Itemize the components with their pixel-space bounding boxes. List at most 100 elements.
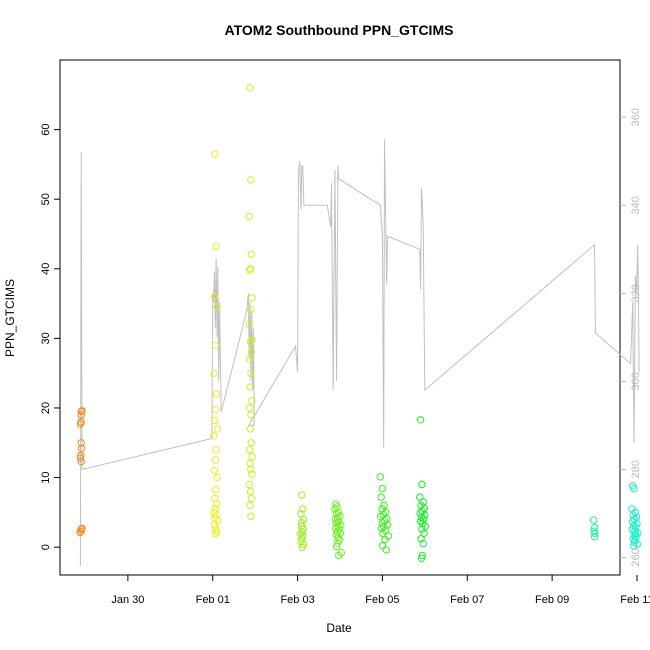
data-point: [377, 524, 386, 533]
data-point: [211, 416, 219, 425]
data-point: [246, 383, 254, 391]
data-point: [246, 84, 254, 92]
data-point: [417, 535, 425, 543]
data-point: [416, 416, 425, 424]
data-point: [77, 457, 85, 466]
data-point: [78, 524, 86, 533]
data-point: [333, 514, 342, 522]
data-point: [298, 528, 306, 536]
data-point: [76, 454, 85, 462]
data-point: [248, 294, 256, 302]
data-point: [210, 369, 218, 377]
data-point: [334, 508, 342, 517]
data-point: [416, 509, 424, 517]
data-point: [76, 420, 85, 428]
data-point: [247, 439, 256, 447]
data-point: [211, 150, 219, 158]
x-tick-label: Feb 09: [535, 594, 569, 606]
data-point: [246, 487, 255, 496]
y2-tick-label: 340: [630, 196, 642, 214]
x-tick-label: Feb 11: [620, 594, 650, 606]
data-point: [419, 540, 427, 548]
x-tick-label: Feb 01: [196, 594, 230, 606]
data-point: [210, 292, 219, 301]
data-point: [632, 530, 640, 538]
data-point: [299, 515, 308, 523]
data-point: [246, 338, 255, 346]
data-point: [245, 446, 254, 454]
plot-frame: [59, 59, 621, 576]
data-point: [296, 530, 305, 538]
data-point: [213, 528, 221, 536]
data-point: [332, 542, 341, 551]
x-tick-label: Jan 30: [111, 594, 144, 606]
y2-tick-label: 280: [630, 460, 642, 478]
chart-title: ATOM2 Southbound PPN_GTCIMS: [225, 22, 454, 38]
data-point: [246, 459, 254, 468]
data-point: [77, 444, 86, 452]
data-point: [213, 425, 222, 433]
data-point: [590, 533, 599, 541]
x-axis-label: Date: [326, 621, 352, 635]
data-point: [245, 355, 254, 363]
data-point: [382, 546, 390, 554]
data-point: [245, 320, 253, 329]
data-point: [248, 470, 256, 478]
x-tick-label: Feb 05: [365, 594, 399, 606]
data-point: [333, 503, 341, 511]
data-point: [247, 465, 255, 473]
y-tick-label: 20: [40, 402, 52, 414]
data-point: [420, 529, 428, 537]
data-point: [245, 266, 254, 274]
data-point: [212, 390, 221, 398]
y2-tick-label: 260: [630, 548, 642, 566]
y2-tick-label: 360: [630, 108, 642, 126]
data-point: [629, 521, 638, 530]
data-point: [633, 540, 642, 549]
y-tick-label: 60: [40, 123, 52, 135]
data-point: [210, 466, 219, 475]
data-point: [211, 530, 220, 538]
data-point: [378, 542, 387, 550]
data-point: [591, 529, 599, 537]
y2-tick-label: 300: [630, 372, 642, 390]
data-point: [248, 336, 256, 344]
data-point: [378, 519, 387, 527]
data-point: [378, 485, 387, 493]
data-point: [78, 407, 86, 415]
data-point: [334, 522, 342, 530]
data-point: [212, 500, 221, 508]
data-point: [333, 539, 342, 547]
data-point: [209, 432, 218, 440]
data-point: [376, 473, 384, 481]
data-point: [299, 505, 307, 513]
y-axis-label: PPN_GTCIMS: [3, 279, 17, 357]
x-tick-label: Feb 07: [450, 594, 484, 606]
data-point: [77, 439, 85, 447]
data-point: [246, 425, 255, 433]
data-point: [381, 535, 389, 544]
data-point: [336, 512, 344, 520]
data-point: [629, 517, 637, 526]
scatter-points-group: [76, 84, 642, 562]
data-point: [247, 369, 255, 377]
data-point: [248, 397, 256, 405]
data-point: [247, 176, 255, 184]
y-tick-label: 40: [40, 263, 52, 275]
data-point: [298, 491, 306, 499]
data-point: [418, 525, 426, 533]
y-tick-label: 30: [40, 332, 52, 344]
data-point: [213, 473, 221, 482]
data-point: [211, 456, 220, 464]
data-point: [77, 411, 85, 419]
data-point: [247, 306, 255, 314]
data-point: [332, 519, 341, 527]
data-point: [247, 512, 255, 521]
data-point: [245, 212, 253, 221]
data-point: [417, 554, 426, 562]
data-point: [418, 480, 426, 489]
secondary-series-line: [79, 139, 640, 567]
data-point: [210, 521, 219, 529]
data-point: [377, 493, 385, 501]
